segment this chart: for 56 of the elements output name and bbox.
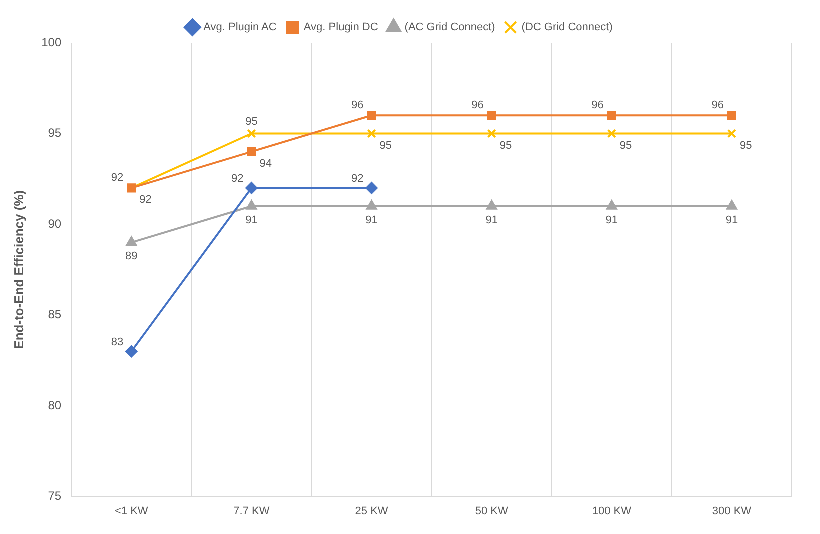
data-label: 91 — [726, 214, 738, 226]
point — [607, 129, 616, 138]
data-label: 91 — [606, 214, 618, 226]
point — [726, 200, 738, 210]
legend-label: (DC Grid Connect) — [522, 22, 613, 34]
data-label: 96 — [712, 100, 724, 112]
point — [727, 111, 737, 120]
data-label: 96 — [352, 100, 364, 112]
x-tick-label: 100 KW — [592, 505, 632, 518]
data-label: 89 — [126, 250, 138, 263]
data-label: 96 — [592, 100, 604, 112]
data-label: 96 — [472, 100, 484, 112]
data-label: 94 — [260, 158, 272, 170]
data-label: 95 — [380, 140, 392, 152]
point — [247, 129, 256, 138]
y-tick-label: 85 — [48, 308, 62, 322]
data-label: 95 — [500, 140, 512, 152]
data-label: 92 — [231, 173, 244, 186]
y-tick-label: 75 — [48, 489, 62, 504]
point — [366, 182, 378, 194]
point — [246, 200, 258, 210]
point — [727, 129, 737, 138]
legend-label: Avg. Plugin DC — [304, 22, 378, 34]
point — [607, 111, 616, 120]
point — [366, 200, 378, 210]
y-axis-title: End-to-End Efficiency (%) — [11, 190, 26, 350]
y-tick-label: 80 — [48, 398, 62, 412]
x-tick-label: 300 KW — [712, 505, 752, 518]
x-tick-label: <1 KW — [114, 505, 149, 518]
point — [487, 129, 496, 138]
point — [487, 111, 496, 120]
legend-label: (AC Grid Connect) — [404, 22, 496, 34]
data-label: 91 — [246, 214, 258, 226]
legend-label: Avg. Plugin AC — [204, 22, 277, 34]
point — [606, 200, 618, 210]
x-tick-label: 50 KW — [475, 505, 509, 518]
data-label: 83 — [111, 336, 124, 349]
y-tick-label: 100 — [42, 35, 62, 50]
data-label: 92 — [111, 172, 124, 184]
data-label: 92 — [140, 194, 152, 206]
data-label: 95 — [620, 140, 632, 152]
point — [126, 236, 137, 246]
point — [246, 182, 258, 194]
data-label: 95 — [246, 116, 258, 128]
data-label: 95 — [740, 140, 752, 152]
point — [247, 147, 256, 156]
x-tick-label: 7.7 KW — [234, 505, 270, 518]
y-tick-label: 90 — [48, 216, 62, 231]
y-tick-label: 95 — [48, 126, 62, 140]
point — [486, 200, 498, 210]
data-label: 91 — [366, 214, 378, 226]
data-label: 92 — [352, 173, 364, 186]
point — [367, 129, 376, 138]
point — [367, 111, 376, 120]
x-tick-label: 25 KW — [355, 505, 389, 518]
data-label: 91 — [486, 214, 498, 226]
